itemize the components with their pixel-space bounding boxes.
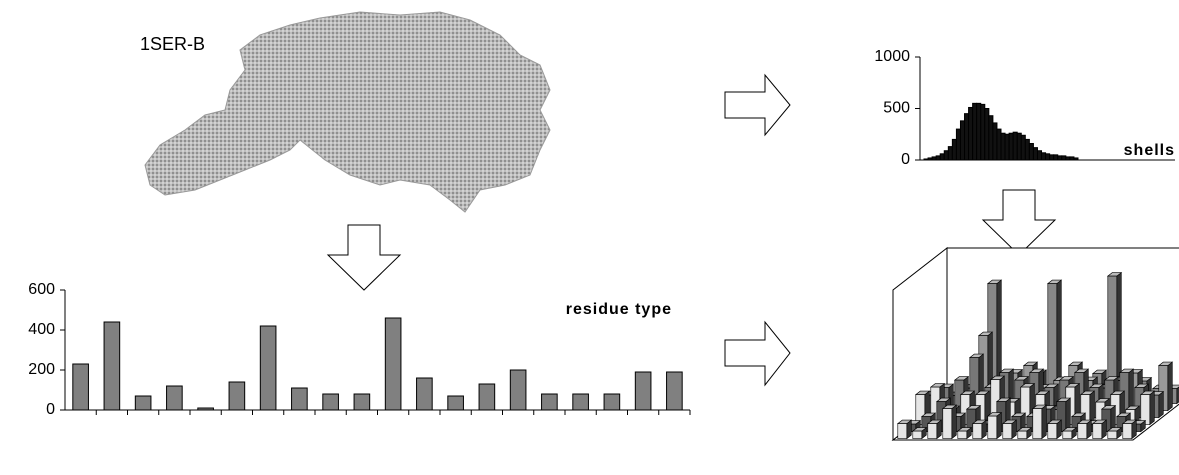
bar — [943, 409, 952, 439]
bar — [573, 394, 589, 410]
bar — [924, 159, 928, 160]
bar-side — [1150, 391, 1155, 425]
bar — [952, 139, 956, 160]
bar — [973, 424, 982, 439]
bar — [928, 424, 937, 439]
bar — [940, 154, 944, 160]
bar — [1123, 424, 1132, 439]
bar — [1070, 157, 1074, 160]
bar — [956, 129, 960, 160]
bar — [1093, 424, 1102, 439]
arrow-right — [725, 322, 790, 385]
bar-side — [952, 405, 957, 439]
arrow-down — [983, 190, 1055, 255]
bar — [948, 147, 952, 160]
bar — [1013, 132, 1017, 160]
bar — [1033, 409, 1042, 439]
bar — [417, 378, 433, 410]
bar — [960, 121, 964, 160]
bar — [292, 388, 308, 410]
bar — [1074, 158, 1078, 160]
bar — [1048, 424, 1057, 439]
bar — [1108, 431, 1117, 439]
bar — [913, 431, 922, 439]
bar — [985, 109, 989, 161]
y-tick-label: 500 — [883, 100, 910, 117]
bar — [323, 394, 339, 410]
protein-label: 1SER-B — [140, 34, 205, 54]
bar — [1021, 135, 1025, 160]
bar — [989, 116, 993, 160]
y-tick-label: 1000 — [874, 48, 910, 65]
bar — [385, 318, 401, 410]
bar — [635, 372, 651, 410]
bar — [104, 322, 120, 410]
figure: 1SER-B 0 200 400 600 residue type 0 500 1000 she… — [0, 0, 1179, 470]
bar-side — [997, 413, 1002, 439]
bar — [1009, 133, 1013, 160]
bar — [542, 394, 558, 410]
bar — [1062, 156, 1066, 160]
bar — [1078, 424, 1087, 439]
y-tick-label: 0 — [901, 151, 910, 168]
bar-side — [1168, 362, 1173, 411]
bar — [1042, 153, 1046, 160]
y-tick-label: 400 — [28, 321, 55, 338]
bar — [1037, 151, 1041, 160]
bar — [604, 394, 620, 410]
bar — [1017, 133, 1021, 160]
bar — [1003, 424, 1012, 439]
bar — [667, 372, 683, 410]
bar — [1141, 395, 1150, 425]
bar — [1046, 154, 1050, 160]
bar — [1005, 134, 1009, 160]
bar-side — [1066, 398, 1071, 432]
x-axis-label: shells — [1124, 142, 1175, 159]
bar — [1058, 156, 1062, 160]
bar — [965, 114, 969, 160]
protein-surface — [145, 12, 550, 212]
bar — [969, 107, 973, 160]
bar — [988, 416, 997, 439]
bar — [1063, 431, 1072, 439]
bar — [1025, 139, 1029, 160]
bar — [977, 103, 981, 160]
x-axis-label: residue type — [566, 301, 672, 318]
bar — [229, 382, 245, 410]
bar — [354, 394, 370, 410]
bar — [936, 156, 940, 160]
bar — [1018, 431, 1027, 439]
bar — [1066, 157, 1070, 160]
bar — [479, 384, 495, 410]
y-tick-label: 0 — [46, 401, 55, 418]
bar — [135, 396, 151, 410]
bar — [973, 103, 977, 160]
bar — [510, 370, 526, 410]
bar — [944, 151, 948, 160]
bar — [73, 364, 89, 410]
bar — [1033, 148, 1037, 160]
bar — [898, 424, 907, 439]
bar — [1001, 133, 1005, 160]
bar — [997, 129, 1001, 160]
bar — [167, 386, 183, 410]
y-tick-label: 600 — [28, 281, 55, 298]
bar — [448, 396, 464, 410]
bar — [1050, 155, 1054, 160]
y-tick-label: 200 — [28, 361, 55, 378]
bar — [932, 157, 936, 160]
bar-side — [1159, 392, 1164, 418]
bar-side — [1042, 405, 1047, 439]
bar — [198, 408, 214, 410]
bar — [1054, 155, 1058, 160]
bar — [958, 431, 967, 439]
bar — [981, 104, 985, 160]
bar — [928, 158, 932, 160]
bar — [260, 326, 276, 410]
bar — [993, 123, 997, 160]
arrow-right — [725, 75, 790, 135]
bar — [1029, 144, 1033, 160]
arrow-down — [328, 225, 400, 290]
bar-side — [1090, 391, 1095, 425]
